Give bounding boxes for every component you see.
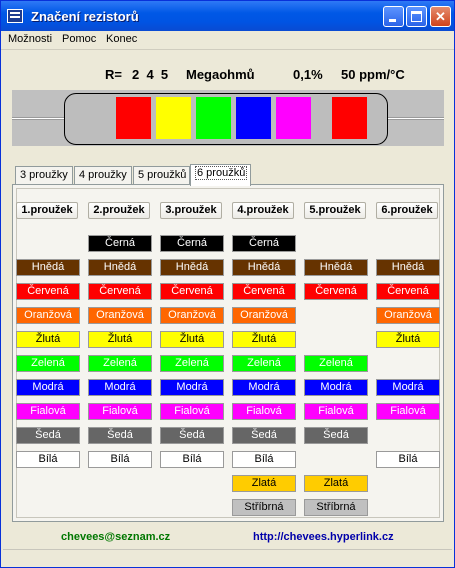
- band-3-color-seda[interactable]: Šedá: [160, 427, 224, 444]
- resistor-band-6: [332, 97, 367, 139]
- band-2-color-bila[interactable]: Bílá: [88, 451, 152, 468]
- band-1-color-oranzova[interactable]: Oranžová: [16, 307, 80, 324]
- band-4-color-hneda[interactable]: Hnědá: [232, 259, 296, 276]
- band-4-color-zelena[interactable]: Zelená: [232, 355, 296, 372]
- band-1-color-modra[interactable]: Modrá: [16, 379, 80, 396]
- band-3-color-oranzova[interactable]: Oranžová: [160, 307, 224, 324]
- band-5-color-stribrna[interactable]: Stříbrná: [304, 499, 368, 516]
- band-2-color-fialova[interactable]: Fialová: [88, 403, 152, 420]
- band-2-color-oranzova[interactable]: Oranžová: [88, 307, 152, 324]
- band-1-color-seda[interactable]: Šedá: [16, 427, 80, 444]
- close-button[interactable]: ✕: [430, 6, 451, 27]
- band-3-header[interactable]: 3.proužek: [160, 202, 222, 219]
- band-1-color-zelena[interactable]: Zelená: [16, 355, 80, 372]
- minimize-button[interactable]: [383, 6, 404, 27]
- band-2-header[interactable]: 2.proužek: [88, 202, 150, 219]
- menu-bar: Možnosti Pomoc Konec: [1, 31, 454, 50]
- band-3-color-zelena[interactable]: Zelená: [160, 355, 224, 372]
- tab-6-bands[interactable]: 6 proužků: [190, 164, 251, 186]
- band-4-color-bila[interactable]: Bílá: [232, 451, 296, 468]
- band-6-color-modra[interactable]: Modrá: [376, 379, 440, 396]
- menu-exit[interactable]: Konec: [106, 33, 138, 45]
- band-4-color-stribrna[interactable]: Stříbrná: [232, 499, 296, 516]
- band-5-color-seda[interactable]: Šedá: [304, 427, 368, 444]
- maximize-icon: [411, 11, 422, 22]
- title-bar[interactable]: Značení rezistorů ✕: [1, 1, 454, 31]
- band-6-color-bila[interactable]: Bílá: [376, 451, 440, 468]
- resistance-digits: 2 4 5: [132, 67, 169, 82]
- author-email[interactable]: chevees@seznam.cz: [61, 531, 171, 543]
- band-6-header[interactable]: 6.proužek: [376, 202, 438, 219]
- band-2-color-cerna[interactable]: Černá: [88, 235, 152, 252]
- close-icon: ✕: [435, 9, 446, 24]
- band-4-color-cerna[interactable]: Černá: [232, 235, 296, 252]
- band-3-color-cerna[interactable]: Černá: [160, 235, 224, 252]
- band-1-color-hneda[interactable]: Hnědá: [16, 259, 80, 276]
- resistance-prefix: R=: [105, 67, 122, 82]
- band-4-color-modra[interactable]: Modrá: [232, 379, 296, 396]
- resistor-band-1: [116, 97, 151, 139]
- window-title: Značení rezistorů: [31, 9, 139, 24]
- band-3-color-modra[interactable]: Modrá: [160, 379, 224, 396]
- band-6-color-oranzova[interactable]: Oranžová: [376, 307, 440, 324]
- resistor-band-5: [276, 97, 311, 139]
- band-1-header[interactable]: 1.proužek: [16, 202, 78, 219]
- band-1-color-bila[interactable]: Bílá: [16, 451, 80, 468]
- band-1-color-cervena[interactable]: Červená: [16, 283, 80, 300]
- tab-panel: [12, 184, 444, 522]
- resistor-preview: [12, 90, 444, 146]
- band-2-color-hneda[interactable]: Hnědá: [88, 259, 152, 276]
- tab-4-bands[interactable]: 4 proužky: [74, 166, 132, 184]
- tempco-value: 50 ppm/°C: [341, 67, 405, 82]
- band-4-color-oranzova[interactable]: Oranžová: [232, 307, 296, 324]
- resistance-unit: Megaohmů: [186, 67, 255, 82]
- band-6-color-zluta[interactable]: Žlutá: [376, 331, 440, 348]
- band-6-color-cervena[interactable]: Červená: [376, 283, 440, 300]
- band-3-color-bila[interactable]: Bílá: [160, 451, 224, 468]
- band-5-header[interactable]: 5.proužek: [304, 202, 366, 219]
- band-4-color-fialova[interactable]: Fialová: [232, 403, 296, 420]
- band-5-color-zlata[interactable]: Zlatá: [304, 475, 368, 492]
- band-5-color-modra[interactable]: Modrá: [304, 379, 368, 396]
- band-2-color-seda[interactable]: Šedá: [88, 427, 152, 444]
- band-2-color-cervena[interactable]: Červená: [88, 283, 152, 300]
- band-3-color-fialova[interactable]: Fialová: [160, 403, 224, 420]
- resistor-band-2: [156, 97, 191, 139]
- band-5-color-fialova[interactable]: Fialová: [304, 403, 368, 420]
- band-4-color-cervena[interactable]: Červená: [232, 283, 296, 300]
- status-bar: [3, 549, 452, 568]
- resistor-band-3: [196, 97, 231, 139]
- band-2-color-zluta[interactable]: Žlutá: [88, 331, 152, 348]
- band-4-color-zluta[interactable]: Žlutá: [232, 331, 296, 348]
- band-2-color-modra[interactable]: Modrá: [88, 379, 152, 396]
- tab-3-bands[interactable]: 3 proužky: [15, 166, 73, 184]
- minimize-icon: [389, 19, 396, 22]
- band-4-color-zlata[interactable]: Zlatá: [232, 475, 296, 492]
- menu-help[interactable]: Pomoc: [62, 33, 97, 45]
- app-icon[interactable]: [7, 9, 23, 23]
- band-1-color-zluta[interactable]: Žlutá: [16, 331, 80, 348]
- band-5-color-hneda[interactable]: Hnědá: [304, 259, 368, 276]
- band-6-color-hneda[interactable]: Hnědá: [376, 259, 440, 276]
- band-3-color-cervena[interactable]: Červená: [160, 283, 224, 300]
- band-4-color-seda[interactable]: Šedá: [232, 427, 296, 444]
- band-1-color-fialova[interactable]: Fialová: [16, 403, 80, 420]
- resistor-band-4: [236, 97, 271, 139]
- author-website[interactable]: http://chevees.hyperlink.cz: [253, 531, 394, 543]
- band-5-color-cervena[interactable]: Červená: [304, 283, 368, 300]
- band-6-color-fialova[interactable]: Fialová: [376, 403, 440, 420]
- band-4-header[interactable]: 4.proužek: [232, 202, 294, 219]
- menu-options[interactable]: Možnosti: [8, 33, 53, 45]
- band-3-color-hneda[interactable]: Hnědá: [160, 259, 224, 276]
- tab-5-bands[interactable]: 5 proužků: [133, 166, 190, 184]
- band-2-color-zelena[interactable]: Zelená: [88, 355, 152, 372]
- band-3-color-zluta[interactable]: Žlutá: [160, 331, 224, 348]
- maximize-button[interactable]: [406, 6, 427, 27]
- tolerance-value: 0,1%: [293, 67, 323, 82]
- band-5-color-zelena[interactable]: Zelená: [304, 355, 368, 372]
